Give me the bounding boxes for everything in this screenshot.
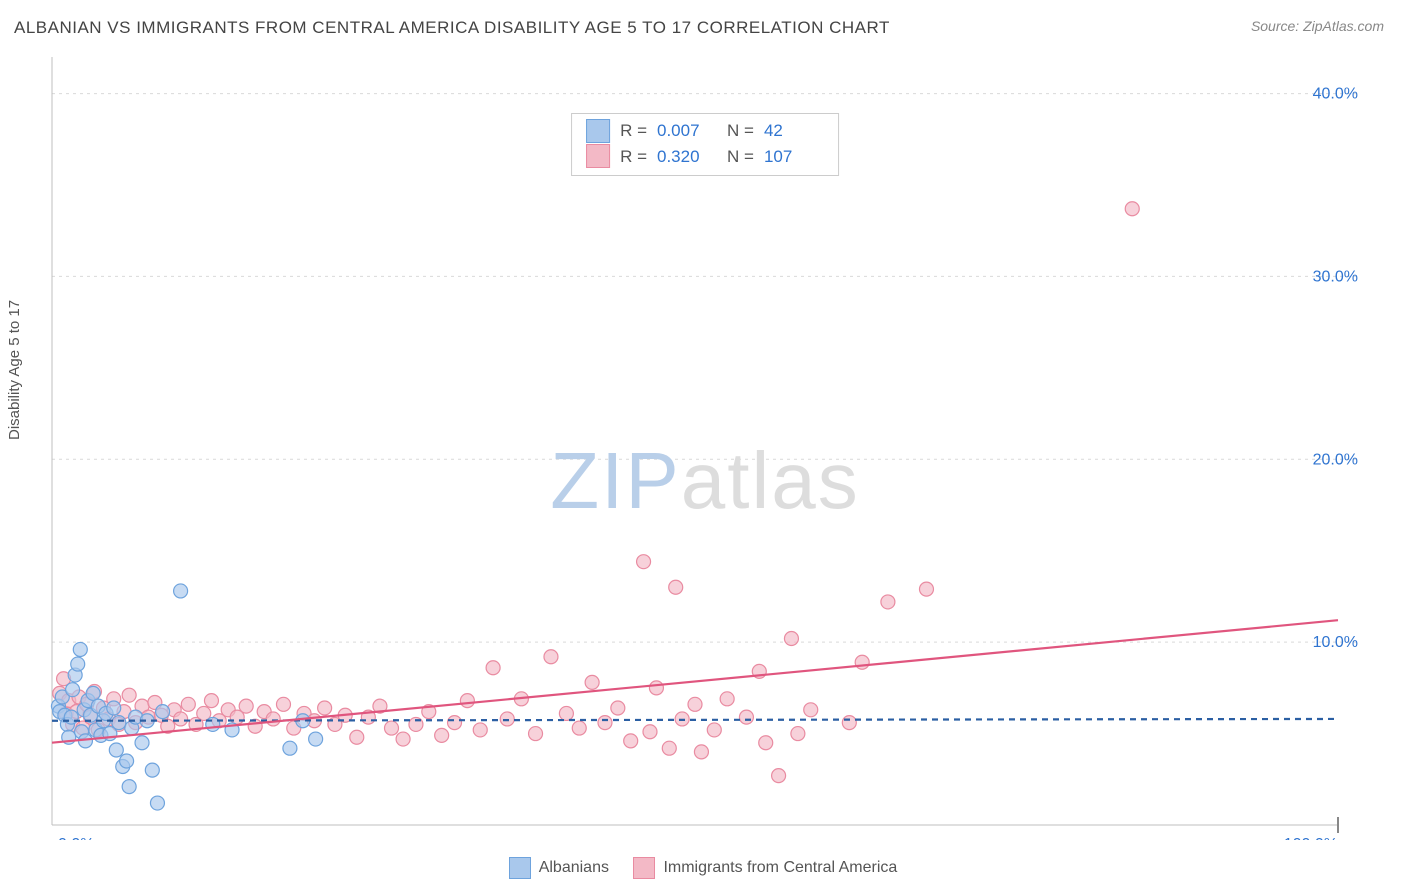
stat-r-label: R = — [620, 144, 647, 170]
stats-row-b: R = 0.320 N = 107 — [586, 144, 824, 170]
stats-legend-box: R = 0.007 N = 42 R = 0.320 N = 107 — [571, 113, 839, 176]
legend-swatch-b — [633, 857, 655, 879]
svg-text:0.0%: 0.0% — [58, 836, 94, 840]
chart-area: 10.0%20.0%30.0%40.0%0.0%100.0% ZIPatlas … — [50, 55, 1360, 840]
stat-r-label: R = — [620, 118, 647, 144]
stat-r-a: 0.007 — [657, 118, 717, 144]
svg-text:100.0%: 100.0% — [1284, 836, 1338, 840]
y-axis-label: Disability Age 5 to 17 — [6, 300, 23, 440]
source-label: Source: — [1251, 18, 1299, 34]
legend-bottom: Albanians Immigrants from Central Americ… — [0, 857, 1406, 884]
stat-n-b: 107 — [764, 144, 824, 170]
stats-row-a: R = 0.007 N = 42 — [586, 118, 824, 144]
svg-text:20.0%: 20.0% — [1313, 451, 1358, 468]
legend-label-b: Immigrants from Central America — [663, 859, 897, 877]
source-attribution: Source: ZipAtlas.com — [1251, 18, 1384, 34]
stat-n-label: N = — [727, 118, 754, 144]
swatch-series-a — [586, 119, 610, 143]
stat-r-b: 0.320 — [657, 144, 717, 170]
legend-label-a: Albanians — [539, 859, 609, 877]
svg-text:40.0%: 40.0% — [1313, 86, 1358, 103]
legend-swatch-a — [509, 857, 531, 879]
legend-item-b: Immigrants from Central America — [633, 857, 897, 879]
legend-item-a: Albanians — [509, 857, 609, 879]
svg-text:10.0%: 10.0% — [1313, 634, 1358, 651]
stat-n-a: 42 — [764, 118, 824, 144]
swatch-series-b — [586, 144, 610, 168]
chart-title: ALBANIAN VS IMMIGRANTS FROM CENTRAL AMER… — [14, 18, 890, 38]
source-value: ZipAtlas.com — [1303, 18, 1384, 34]
svg-text:30.0%: 30.0% — [1313, 268, 1358, 285]
stat-n-label: N = — [727, 144, 754, 170]
